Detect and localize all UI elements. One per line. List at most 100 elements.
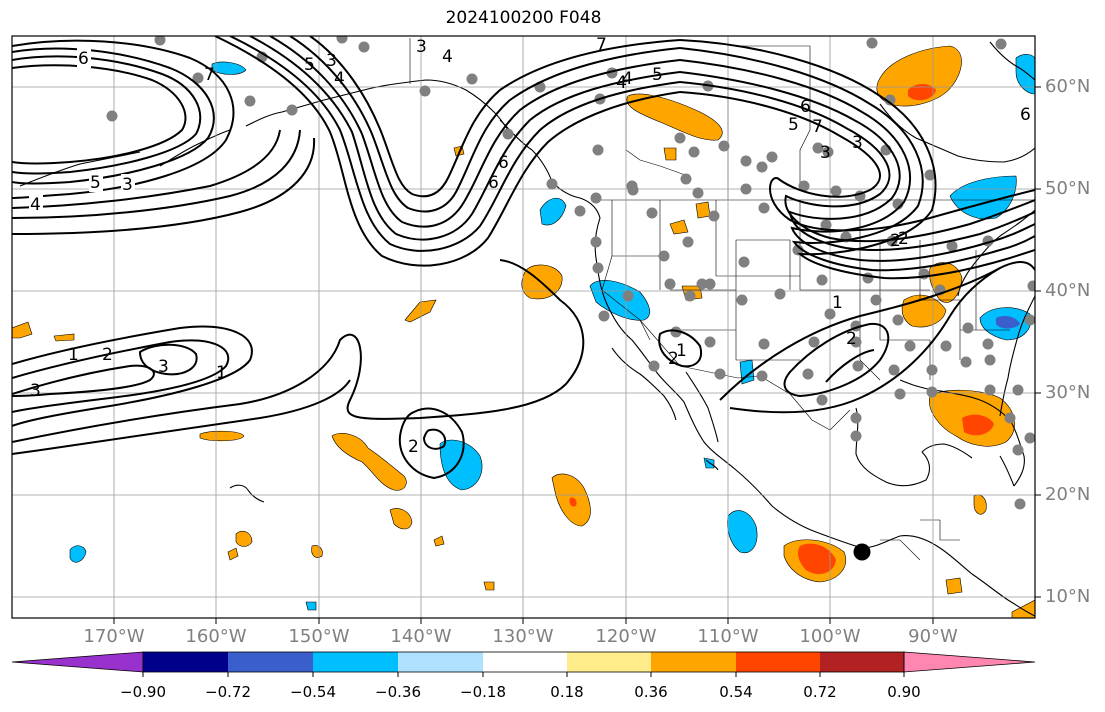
contour-label: 4 xyxy=(30,195,41,215)
lon-label: 130°W xyxy=(492,626,554,647)
positive-anomaly-region xyxy=(311,545,323,558)
lat-label: 40°N xyxy=(1045,280,1091,301)
contour-label: 6 xyxy=(498,153,509,173)
positive-anomaly-region xyxy=(669,219,689,235)
positive-anomaly-region xyxy=(12,321,33,339)
contour-label: 5 xyxy=(90,173,101,193)
contour-label: 4 xyxy=(616,73,627,93)
lon-label: 110°W xyxy=(697,626,759,647)
lon-label: 140°W xyxy=(390,626,452,647)
lat-label: 30°N xyxy=(1045,382,1091,403)
colorbar-tick-label: −0.90 xyxy=(120,683,166,701)
positive-anomaly-region xyxy=(945,577,963,595)
colorbar-tick-label: 0.36 xyxy=(634,683,668,701)
positive-anomaly-region xyxy=(433,535,445,547)
lat-label: 20°N xyxy=(1045,484,1091,505)
colorbar-extend-high xyxy=(903,651,1036,673)
positive-anomaly-region xyxy=(695,201,711,219)
contour-label: 1 xyxy=(216,363,227,383)
contour-label: 7 xyxy=(596,35,607,55)
lat-label: 50°N xyxy=(1045,178,1091,199)
contour-label: 3 xyxy=(326,51,337,71)
strong-positive-anomaly xyxy=(798,543,836,575)
contour-label: 2 xyxy=(898,229,909,249)
negative-anomaly-region xyxy=(589,280,651,321)
contour-label: 2 xyxy=(890,231,901,251)
colorbar-bin xyxy=(228,652,313,672)
contour-label: 4 xyxy=(622,69,633,89)
lon-label: 170°W xyxy=(83,626,145,647)
contour-label: 2 xyxy=(408,437,419,457)
lat-label: 10°N xyxy=(1045,586,1091,607)
colorbar-bin xyxy=(567,652,651,672)
contour-label: 2 xyxy=(668,349,679,369)
lat-label: 60°N xyxy=(1045,76,1091,97)
colorbar-tick-label: 0.72 xyxy=(803,683,837,701)
contour-label: 6 xyxy=(1020,105,1031,125)
negative-anomaly-region xyxy=(211,61,247,75)
positive-anomaly-region xyxy=(331,433,407,491)
positive-anomaly-region xyxy=(53,333,75,342)
negative-anomaly-region xyxy=(69,545,87,563)
map-title: 2024100200 F048 xyxy=(445,8,602,28)
lon-label: 90°W xyxy=(908,626,958,647)
contour-labels: 6 5 3 4 3 4 5 7 6 7 6 5 4 3 7 4 3 6 6 5 … xyxy=(29,35,1031,457)
contour-label: 5 xyxy=(304,55,315,75)
contour-label: 5 xyxy=(788,115,799,135)
colorbar-bin xyxy=(651,652,736,672)
colorbar xyxy=(11,651,1036,677)
lon-label: 160°W xyxy=(185,626,247,647)
strong-positive-anomaly xyxy=(569,497,577,507)
contour-label: 3 xyxy=(852,133,863,153)
colorbar-extend-low xyxy=(11,651,144,673)
colorbar-bin xyxy=(143,652,228,672)
contour-label: 7 xyxy=(204,65,215,85)
positive-anomaly-region xyxy=(483,581,495,591)
contour-label: 3 xyxy=(820,143,831,163)
strong-positive-anomaly xyxy=(908,84,936,101)
contour-label: 4 xyxy=(442,47,453,67)
lon-label: 120°W xyxy=(595,626,657,647)
colorbar-bin xyxy=(398,652,483,672)
lon-label: 100°W xyxy=(799,626,861,647)
colorbar-tick-label: −0.54 xyxy=(290,683,336,701)
contour-label: 4 xyxy=(334,69,345,89)
positive-anomaly-region xyxy=(199,430,245,442)
negative-anomaly-region xyxy=(1015,54,1035,95)
positive-anomaly-region xyxy=(663,147,677,161)
positive-anomaly-region xyxy=(227,547,239,561)
moderate-negative-anomaly xyxy=(996,316,1020,329)
negative-anomaly-region xyxy=(305,601,317,611)
negative-anomaly-region xyxy=(727,510,758,554)
lon-label: 150°W xyxy=(288,626,350,647)
contour-label: 6 xyxy=(488,173,499,193)
contour-label: 3 xyxy=(158,357,169,377)
axis-ticks xyxy=(113,86,1041,624)
colorbar-bin xyxy=(313,652,398,672)
contour-label: 3 xyxy=(416,37,427,57)
positive-anomaly-region xyxy=(389,508,413,530)
positive-anomaly-region xyxy=(404,299,437,323)
negative-anomaly-region xyxy=(539,197,567,226)
contour-label: 2 xyxy=(102,345,113,365)
contour-label: 1 xyxy=(832,293,843,313)
colorbar-tick-label: −0.18 xyxy=(460,683,506,701)
colorbar-tick-label: 0.90 xyxy=(887,683,921,701)
target-marker xyxy=(853,543,871,561)
anomaly-fills xyxy=(12,45,1035,618)
contour-label: 2 xyxy=(846,329,857,349)
contour-label: 7 xyxy=(812,117,823,137)
colorbar-bin xyxy=(820,652,904,672)
political-borders xyxy=(409,38,1035,561)
contour-label: 1 xyxy=(676,341,687,361)
colorbar-bin xyxy=(483,652,567,672)
positive-anomaly-region xyxy=(876,45,962,107)
positive-anomaly-region xyxy=(626,93,723,141)
contour-label: 1 xyxy=(68,345,79,365)
colorbar-tick-label: 0.54 xyxy=(719,683,753,701)
positive-anomaly-region xyxy=(235,530,253,547)
contour-label: 3 xyxy=(30,381,41,401)
colorbar-tick-label: −0.36 xyxy=(375,683,421,701)
contour-label: 5 xyxy=(652,65,663,85)
